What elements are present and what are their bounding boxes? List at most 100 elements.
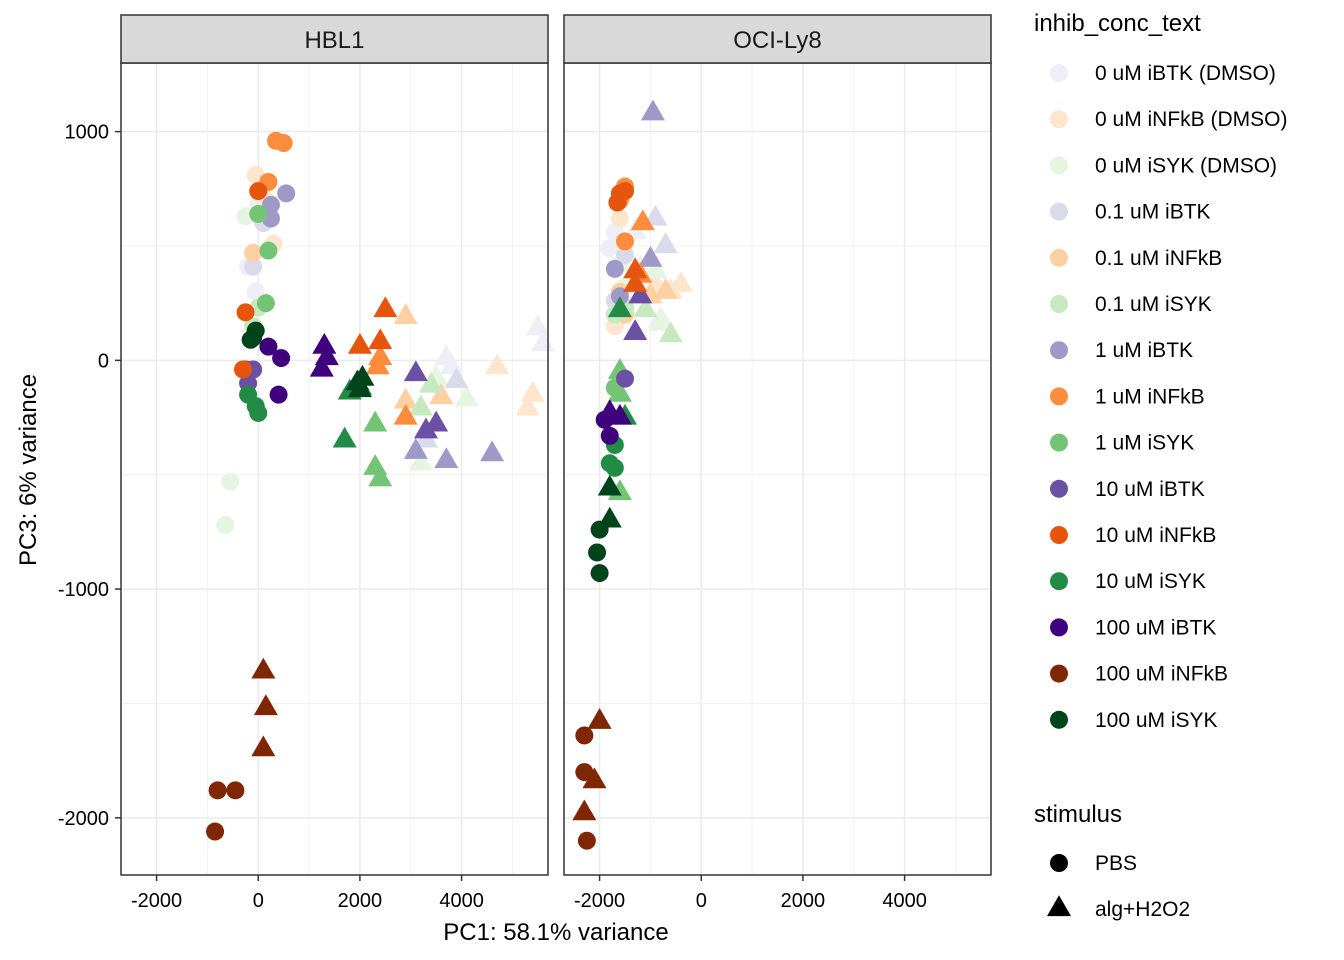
legend-color-key bbox=[1050, 618, 1068, 637]
legend-color-label: 10 uM iNFkB bbox=[1095, 524, 1216, 547]
color-legend-item: 0 uM iNFkB (DMSO) bbox=[1050, 108, 1288, 131]
data-point-circle bbox=[259, 337, 278, 356]
data-point-circle bbox=[608, 193, 627, 212]
legend-color-label: 0 uM iNFkB (DMSO) bbox=[1095, 108, 1288, 131]
y-tick-label: 0 bbox=[98, 350, 109, 372]
color-legend-item: 1 uM iSYK bbox=[1050, 432, 1194, 455]
data-point-triangle bbox=[525, 314, 550, 336]
data-point-circle bbox=[259, 241, 278, 260]
data-point-triangle bbox=[251, 735, 276, 757]
data-point-triangle bbox=[408, 394, 433, 416]
data-point-triangle bbox=[368, 328, 393, 350]
data-point-circle bbox=[616, 246, 634, 265]
color-legend-item: 100 uM iSYK bbox=[1050, 709, 1218, 732]
data-point-triangle bbox=[480, 440, 505, 462]
data-point-triangle bbox=[424, 410, 449, 432]
data-point-triangle bbox=[640, 99, 665, 121]
color-legend-item: 0 uM iBTK (DMSO) bbox=[1050, 62, 1276, 85]
data-point-triangle bbox=[623, 319, 648, 340]
data-point-circle bbox=[588, 543, 607, 562]
legend-color-label: 1 uM iNFkB bbox=[1095, 385, 1205, 408]
data-point-triangle bbox=[365, 353, 390, 375]
data-point-circle bbox=[244, 257, 263, 276]
data-point-circle bbox=[274, 134, 293, 153]
data-point-triangle bbox=[332, 426, 357, 448]
legend-color-label: 100 uM iBTK bbox=[1095, 616, 1216, 639]
y-tick-label: 1000 bbox=[65, 122, 110, 144]
data-point-triangle bbox=[630, 209, 655, 231]
legend-color-key bbox=[1050, 248, 1068, 267]
data-point-triangle bbox=[393, 403, 418, 425]
color-legend-items: 0 uM iBTK (DMSO) 0 uM iNFkB (DMSO) 0 uM iS… bbox=[1050, 62, 1288, 732]
data-point-triangle bbox=[607, 380, 632, 402]
data-point-triangle bbox=[530, 330, 555, 352]
legend-color-label: 10 uM iBTK bbox=[1095, 478, 1205, 501]
facet-strip-label: OCI-Ly8 bbox=[733, 27, 821, 54]
data-point-triangle bbox=[253, 694, 278, 716]
legend-color-key bbox=[1050, 202, 1068, 221]
legend-color-key bbox=[1050, 341, 1068, 360]
color-legend-item: 10 uM iBTK bbox=[1050, 478, 1205, 501]
data-point-circle bbox=[269, 385, 288, 404]
legend-color-key bbox=[1050, 526, 1068, 544]
data-point-triangle bbox=[403, 360, 428, 382]
shape-legend-item: alg+H2O2 bbox=[1047, 895, 1190, 921]
data-point-circle bbox=[206, 822, 225, 841]
legend-shape-label: PBS bbox=[1095, 852, 1137, 875]
data-point-circle bbox=[616, 369, 634, 388]
color-legend-item: 10 uM iSYK bbox=[1050, 570, 1206, 593]
data-point-triangle bbox=[572, 799, 597, 821]
data-point-triangle bbox=[643, 257, 668, 279]
panel-background bbox=[121, 63, 548, 875]
legend-color-label: 10 uM iSYK bbox=[1095, 570, 1206, 593]
data-point-triangle bbox=[607, 403, 632, 425]
data-point-circle bbox=[575, 726, 594, 745]
color-legend-item: 1 uM iBTK bbox=[1050, 339, 1193, 362]
data-point-triangle bbox=[597, 506, 622, 528]
color-legend-item: 0.1 uM iBTK bbox=[1050, 201, 1211, 224]
data-point-triangle bbox=[485, 353, 510, 375]
data-point-triangle bbox=[628, 282, 653, 304]
data-point-circle bbox=[236, 303, 255, 322]
color-legend-title: inhib_conc_text bbox=[1034, 10, 1201, 37]
data-point-triangle bbox=[653, 278, 678, 299]
legend-color-label: 1 uM iSYK bbox=[1095, 432, 1194, 455]
shape-legend-item: PBS bbox=[1050, 852, 1137, 875]
data-point-triangle bbox=[393, 387, 418, 409]
legend-shape-label: alg+H2O2 bbox=[1095, 898, 1190, 921]
color-legend-item: 10 uM iNFkB bbox=[1050, 524, 1216, 547]
data-point-triangle bbox=[350, 364, 375, 386]
data-point-circle bbox=[226, 781, 245, 800]
data-point-circle bbox=[241, 330, 260, 349]
data-point-triangle bbox=[363, 410, 388, 432]
data-points bbox=[572, 99, 693, 850]
data-point-circle bbox=[216, 516, 235, 535]
axes: PC1: 58.1% variance PC3: 6% variance -20… bbox=[15, 122, 669, 946]
data-point-circle bbox=[600, 426, 619, 445]
x-tick-label: 0 bbox=[253, 890, 264, 912]
data-point-triangle bbox=[414, 417, 438, 439]
x-tick-label: 2000 bbox=[781, 890, 826, 912]
x-tick-label: 4000 bbox=[882, 890, 927, 912]
data-point-circle bbox=[272, 349, 291, 368]
legend-color-key bbox=[1050, 387, 1068, 406]
facet-strip bbox=[563, 14, 992, 64]
data-point-triangle bbox=[668, 271, 693, 292]
legend-color-key bbox=[1050, 664, 1068, 683]
legend-color-key bbox=[1050, 572, 1068, 591]
data-point-circle bbox=[249, 204, 268, 223]
y-tick-label: -1000 bbox=[58, 579, 109, 601]
legend-color-key bbox=[1050, 710, 1068, 729]
data-point-circle bbox=[610, 209, 629, 228]
panel-hbl1: HBL1 -2000 0 2000 4000 bbox=[120, 14, 555, 912]
legend-color-key bbox=[1050, 156, 1068, 175]
data-point-triangle bbox=[638, 245, 663, 267]
facet-panels: HBL1 -2000 0 2000 4000 OCI-Ly8 -2000 0 2000 4000 bbox=[120, 14, 992, 912]
legend-color-label: 100 uM iSYK bbox=[1095, 709, 1218, 732]
data-point-triangle bbox=[368, 465, 393, 487]
x-tick-label: -2000 bbox=[131, 890, 182, 912]
data-point-circle bbox=[249, 182, 268, 201]
legend-color-key bbox=[1050, 295, 1068, 313]
legend-color-label: 1 uM iBTK bbox=[1095, 339, 1193, 362]
